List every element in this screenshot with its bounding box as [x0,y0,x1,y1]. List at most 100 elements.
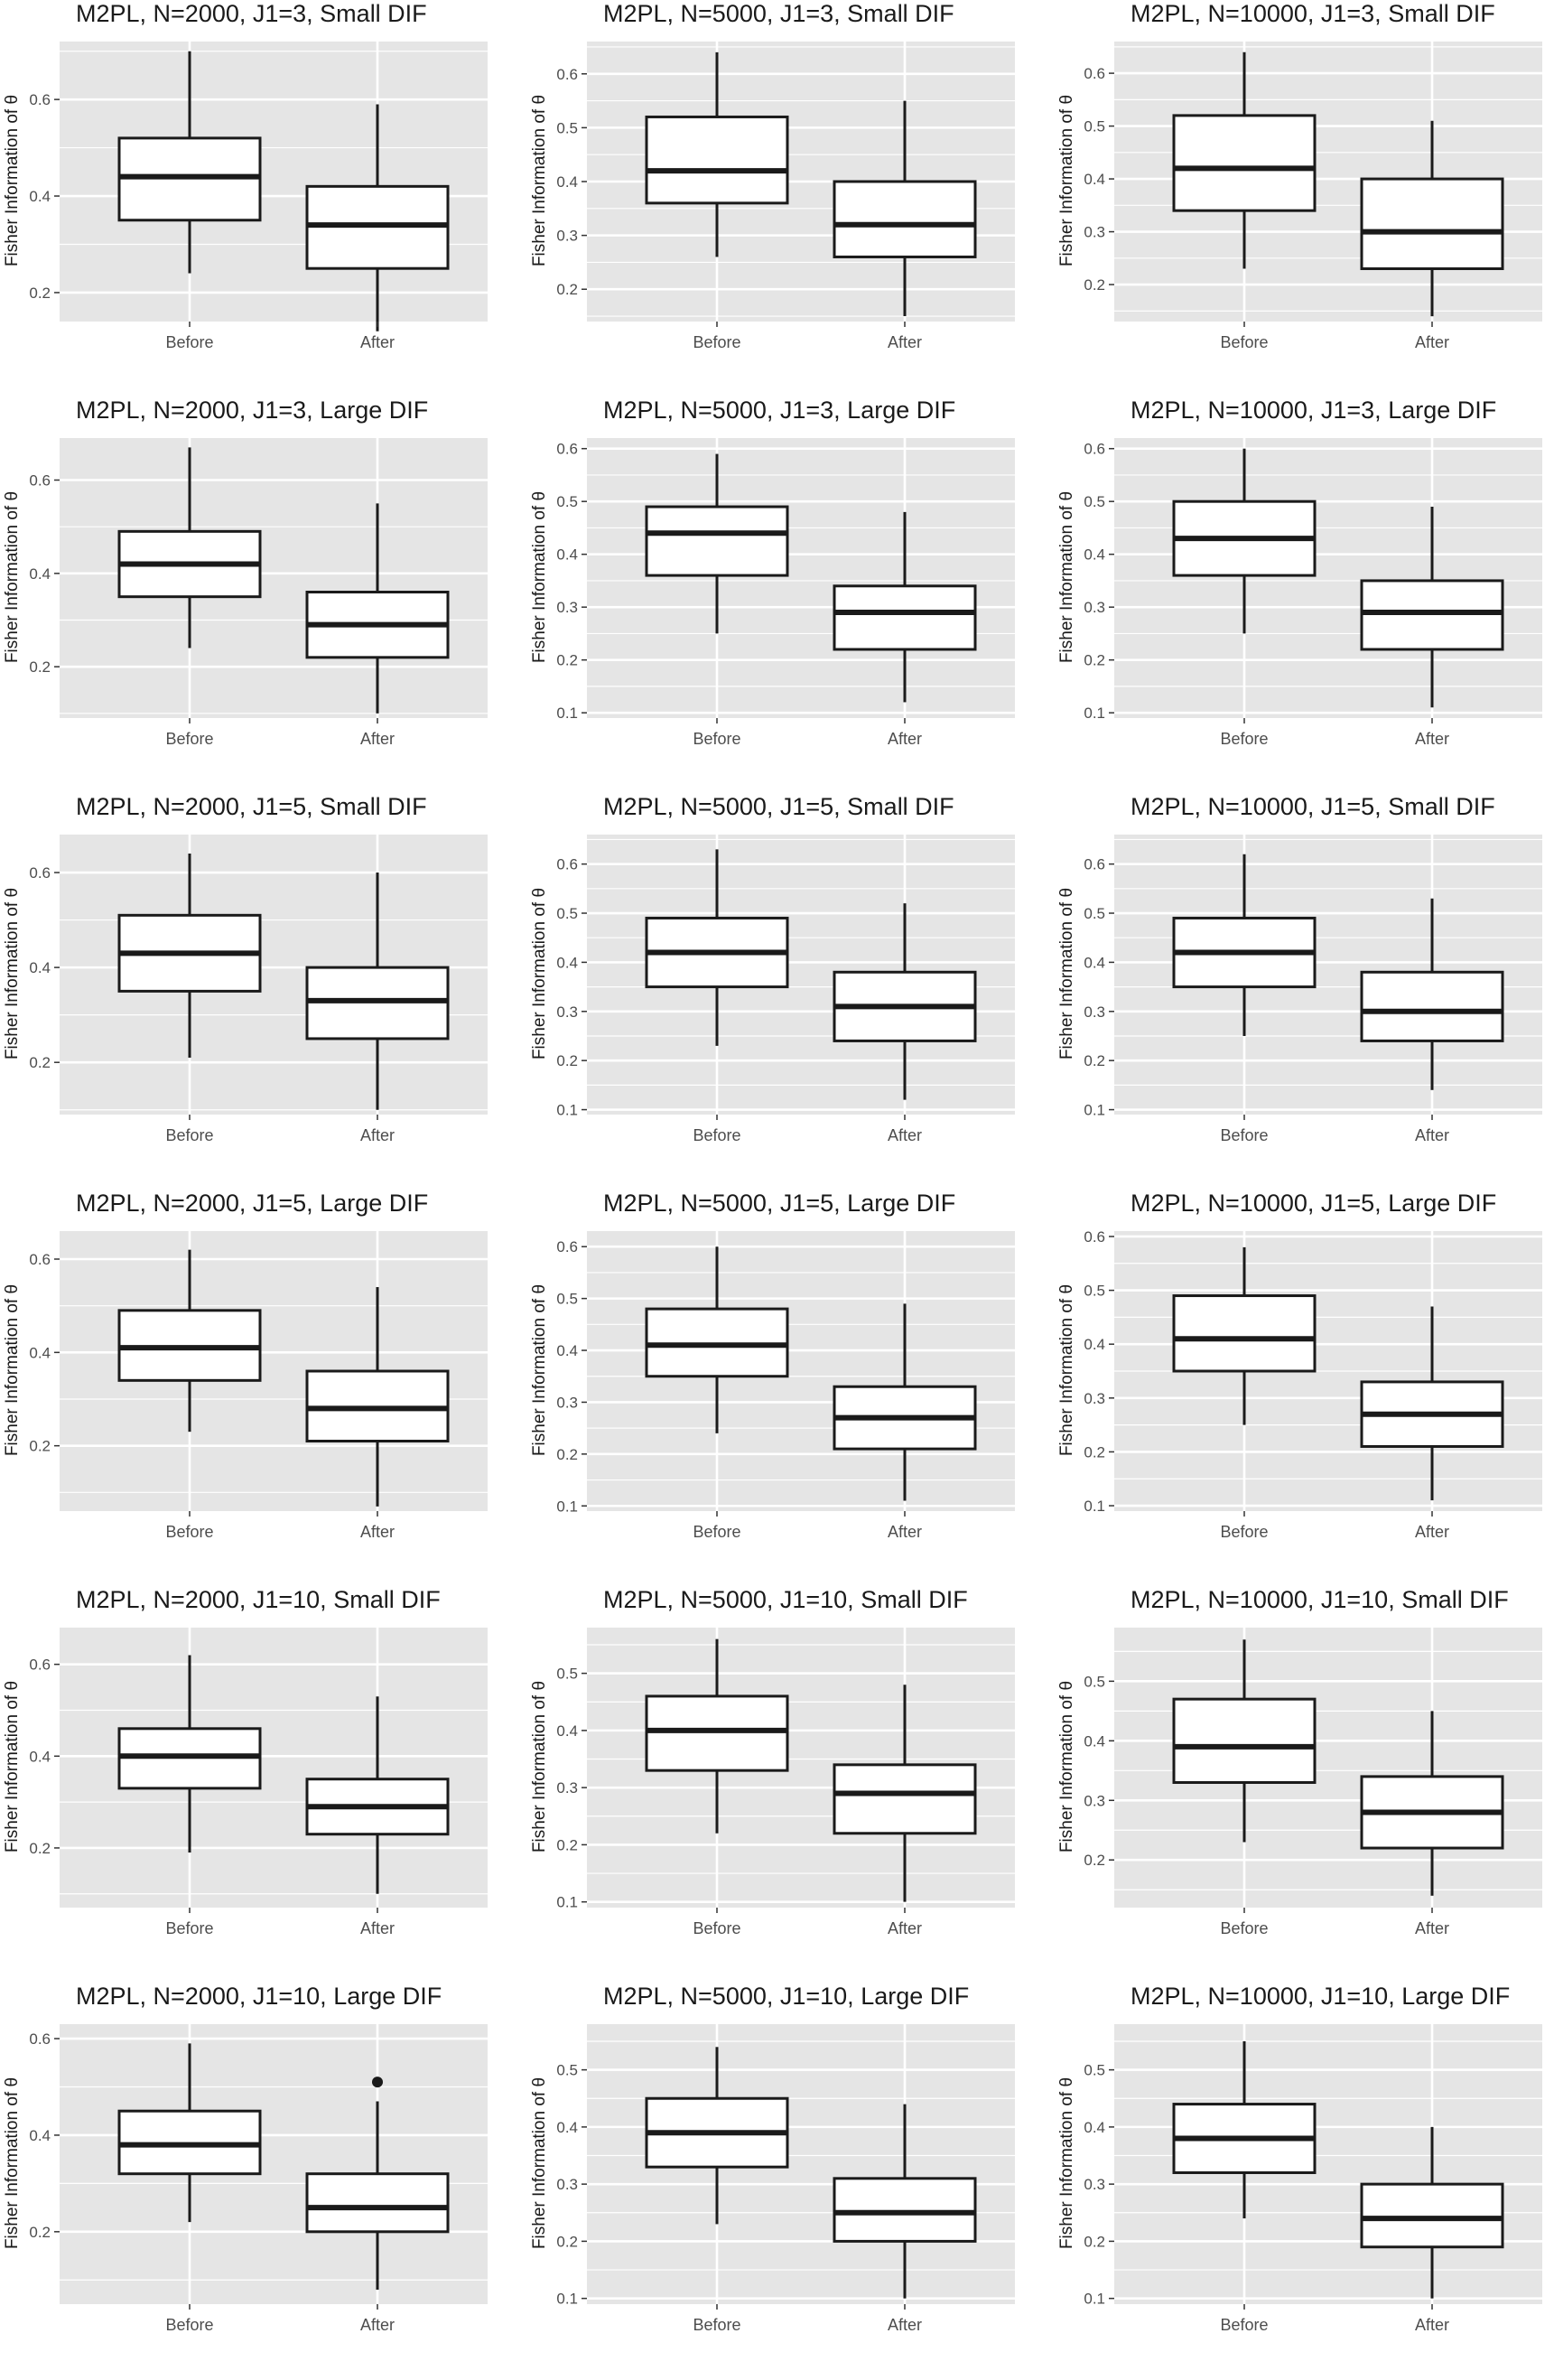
interquartile-box [645,505,789,577]
y-tick-label: 0.2 [1084,652,1105,669]
y-tick-label: 0.3 [556,2176,578,2193]
interquartile-box [1360,2182,1504,2249]
y-tick-label: 0.2 [1084,276,1105,294]
chart-title: M2PL, N=10000, J1=3, Small DIF [1131,0,1495,27]
chart-title: M2PL, N=10000, J1=3, Large DIF [1131,397,1497,424]
x-tick-label-before: Before [165,333,213,351]
y-tick-label: 0.1 [556,1102,578,1119]
y-tick-label: 0.4 [1084,1732,1105,1750]
y-tick-label: 0.2 [1084,1852,1105,1869]
interquartile-box [1360,177,1504,271]
x-tick-label-before: Before [693,2316,740,2334]
y-tick-label: 0.4 [1084,171,1105,188]
interquartile-box [645,115,789,205]
interquartile-box [833,584,977,651]
y-tick-label: 0.2 [29,285,51,302]
box-after [833,511,977,703]
y-tick-label: 0.4 [556,954,578,971]
y-tick-label: 0.5 [1084,1673,1105,1690]
box-before [117,854,262,1058]
box-after [305,2077,450,2290]
y-tick-label: 0.2 [556,652,578,669]
box-after [833,1685,977,1902]
boxplot-panel: M2PL, N=2000, J1=3, Large DIF Fisher Info… [0,397,517,794]
y-tick-label: 0.3 [556,599,578,616]
x-tick-label-before: Before [165,1523,213,1541]
chart-title: M2PL, N=2000, J1=5, Small DIF [76,793,427,820]
boxplot-panel: M2PL, N=5000, J1=5, Small DIF Fisher Info… [527,793,1045,1190]
box-after [305,104,450,331]
boxplot-svg: 0.2 0.4 0.6 Before After [29,1628,488,1937]
boxplot-panel: M2PL, N=10000, J1=3, Large DIF Fisher Inf… [1055,397,1554,794]
y-tick-label: 0.4 [1084,1336,1105,1353]
boxplot-svg: 0.1 0.2 0.3 0.4 0.5 0.6 Before After [1084,1228,1542,1541]
y-tick-label: 0.6 [556,856,578,873]
boxplot-panel: M2PL, N=2000, J1=10, Small DIF Fisher Inf… [0,1586,517,1983]
y-tick-label: 0.3 [1084,1390,1105,1407]
y-tick-label: 0.4 [1084,546,1105,564]
boxplot-panel: M2PL, N=5000, J1=10, Large DIF Fisher Inf… [527,1983,1045,2380]
chart-title: M2PL, N=10000, J1=10, Small DIF [1131,1586,1509,1613]
boxplot-panel: M2PL, N=5000, J1=10, Small DIF Fisher Inf… [527,1586,1045,1983]
y-tick-label: 0.2 [1084,2233,1105,2250]
boxplot-svg: 0.2 0.4 0.6 Before After [29,835,488,1144]
boxplot-panel: M2PL, N=10000, J1=10, Small DIF Fisher In… [1055,1586,1554,1983]
y-tick-label: 0.2 [29,1438,51,1455]
chart-title: M2PL, N=2000, J1=10, Small DIF [76,1586,441,1613]
boxplot-svg: 0.1 0.2 0.3 0.4 0.5 0.6 Before After [1084,835,1542,1144]
y-tick-label: 0.4 [29,1748,51,1765]
boxplot-panel: M2PL, N=10000, J1=10, Large DIF Fisher In… [1055,1983,1554,2380]
boxplot-svg: 0.2 0.4 0.6 Before After [29,438,488,748]
chart-title: M2PL, N=5000, J1=3, Small DIF [603,0,954,27]
x-tick-label-after: After [888,333,922,351]
y-tick-label: 0.6 [29,472,51,490]
y-tick-label: 0.3 [1084,1792,1105,1809]
boxplot-svg: 0.1 0.2 0.3 0.4 0.5 0.6 Before After [1084,438,1542,748]
box-before [645,453,789,634]
chart-title: M2PL, N=5000, J1=5, Small DIF [603,793,954,820]
boxplot-svg: 0.1 0.2 0.3 0.4 0.5 0.6 Before After [556,835,1015,1144]
y-tick-label: 0.2 [1084,1052,1105,1069]
chart-title: M2PL, N=5000, J1=3, Large DIF [603,397,956,424]
y-tick-label: 0.5 [556,2062,578,2079]
box-before [117,1655,262,1853]
y-tick-label: 0.2 [556,281,578,298]
boxplot-panel: M2PL, N=5000, J1=3, Small DIF Fisher Info… [527,0,1045,397]
box-before [1172,448,1317,634]
y-tick-label: 0.3 [556,1779,578,1797]
y-tick-label: 0.4 [29,959,51,976]
y-tick-label: 0.4 [556,546,578,564]
interquartile-box [645,1694,789,1772]
x-tick-label-after: After [360,1919,395,1937]
x-tick-label-after: After [888,1919,922,1937]
y-tick-label: 0.2 [1084,1443,1105,1461]
y-tick-label: 0.2 [556,2233,578,2250]
box-after [1360,1711,1504,1896]
x-tick-label-after: After [888,1523,922,1541]
box-before [645,51,789,257]
y-tick-label: 0.2 [556,1446,578,1463]
y-tick-label: 0.4 [29,1344,51,1361]
y-tick-label: 0.5 [1084,905,1105,922]
boxplot-panel: M2PL, N=10000, J1=5, Large DIF Fisher Inf… [1055,1190,1554,1587]
y-tick-label: 0.1 [556,1498,578,1515]
y-tick-label: 0.5 [556,119,578,136]
boxplot-svg: 0.2 0.4 0.6 Before After [29,42,488,351]
box-before [645,849,789,1046]
y-tick-label: 0.4 [556,2119,578,2136]
y-tick-label: 0.6 [29,2030,51,2048]
boxplot-panel: M2PL, N=10000, J1=5, Small DIF Fisher Inf… [1055,793,1554,1190]
x-tick-label-before: Before [693,333,740,351]
plot-background [1114,438,1542,718]
y-tick-label: 0.3 [1084,224,1105,241]
y-tick-label: 0.4 [556,1722,578,1740]
y-tick-label: 0.6 [1084,856,1105,873]
y-tick-label: 0.3 [556,1394,578,1411]
x-tick-label-after: After [1415,1126,1449,1144]
interquartile-box [1172,114,1317,212]
interquartile-box [1172,1697,1317,1784]
chart-title: M2PL, N=2000, J1=5, Large DIF [76,1190,429,1217]
y-tick-label: 0.2 [556,1836,578,1853]
x-tick-label-after: After [888,1126,922,1144]
x-tick-label-before: Before [693,1919,740,1937]
